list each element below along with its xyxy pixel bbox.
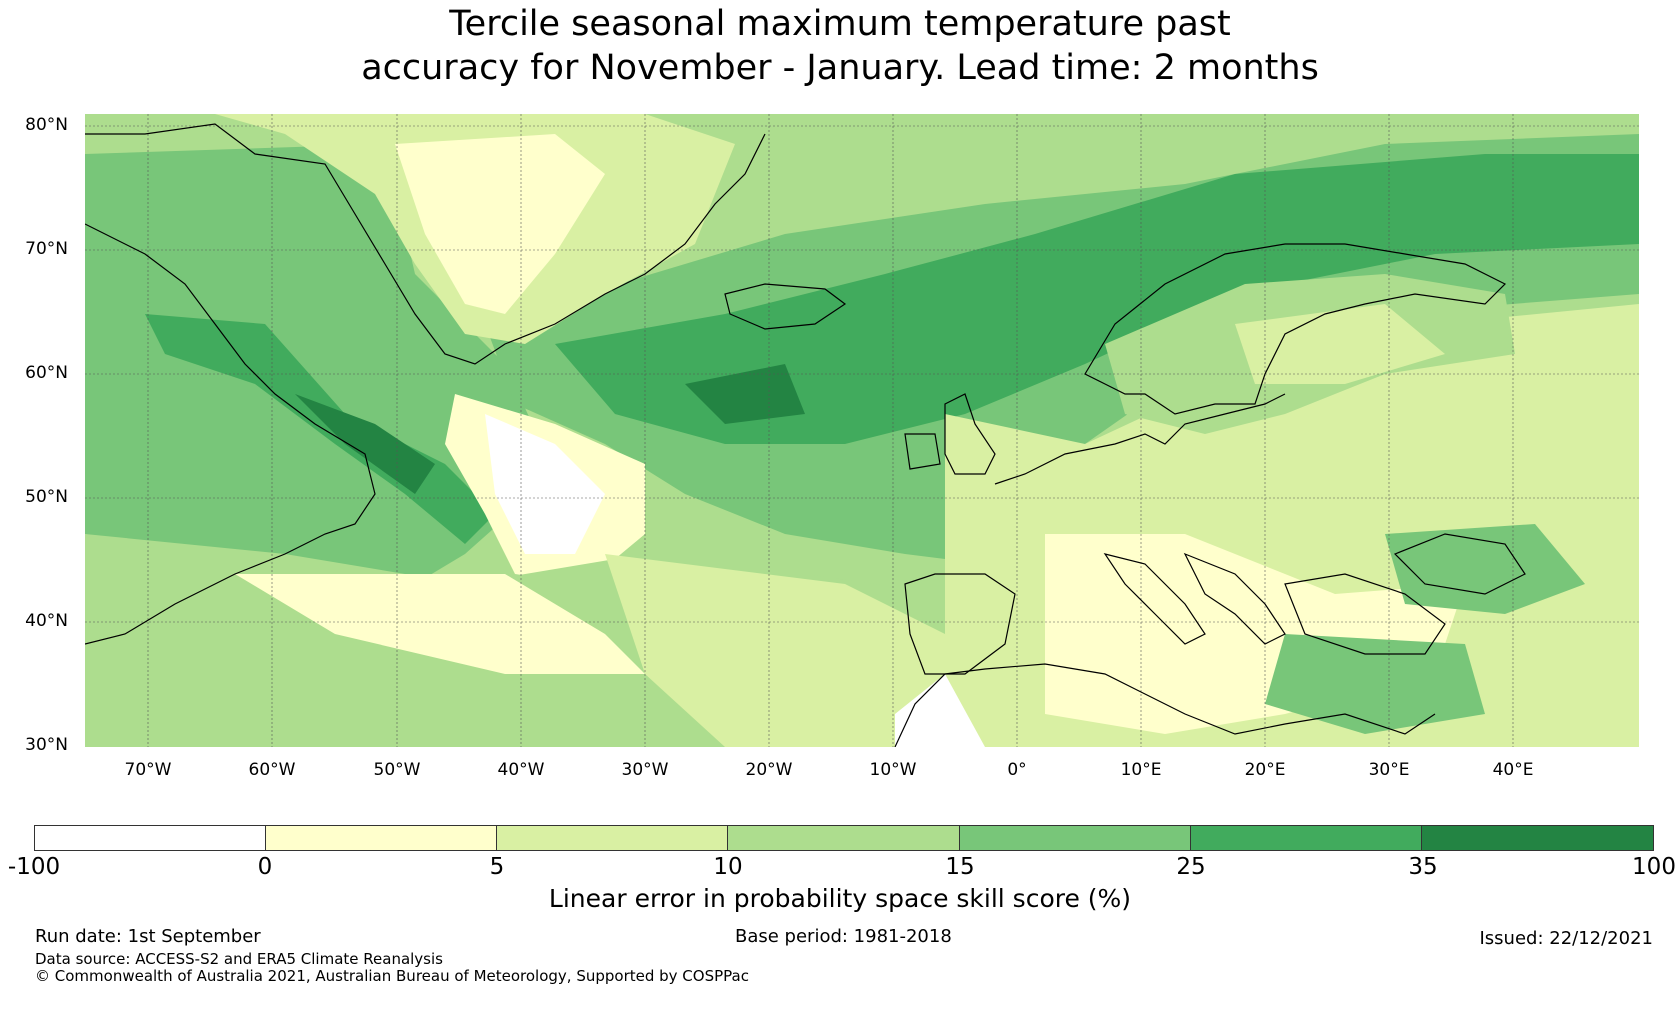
colorbar-tick: 25 — [1176, 854, 1206, 880]
lon-label-0: 0° — [1007, 760, 1027, 780]
coast-greenland — [85, 123, 766, 365]
copyright: © Commonwealth of Australia 2021, Austra… — [35, 967, 749, 985]
lon-label-30e: 30°E — [1368, 760, 1410, 780]
region-black-sea-green — [1385, 524, 1585, 614]
colorbar-tick: 5 — [489, 854, 505, 880]
lon-label-40w: 40°W — [497, 760, 545, 780]
colorbar — [34, 825, 1654, 851]
colorbar-tick: 15 — [945, 854, 975, 880]
map-title: Tercile seasonal maximum temperature pas… — [0, 2, 1680, 90]
data-source: Data source: ACCESS-S2 and ERA5 Climate … — [35, 950, 443, 968]
run-date: Run date: 1st September — [35, 926, 261, 947]
coast-scandinavia — [1084, 243, 1507, 415]
lon-label-50w: 50°W — [373, 760, 421, 780]
colorbar-tick: 0 — [257, 854, 273, 880]
region-north-atlantic-darkest — [685, 364, 805, 424]
coast-north-america — [85, 223, 376, 645]
lat-label-40n: 40°N — [25, 611, 68, 631]
region-labrador-darkest — [295, 394, 435, 494]
issued-date: Issued: 22/12/2021 — [1479, 928, 1653, 949]
colorbar-tick: 100 — [1632, 854, 1676, 880]
lon-label-10w: 10°W — [869, 760, 917, 780]
lon-label-30w: 30°W — [621, 760, 669, 780]
lon-label-70w: 70°W — [124, 760, 172, 780]
coast-italy — [1103, 553, 1206, 645]
base-period: Base period: 1981-2018 — [735, 926, 952, 947]
coast-iceland — [724, 283, 847, 330]
region-north-atlantic-dark — [555, 154, 1639, 444]
region-nw-africa-white — [895, 674, 985, 747]
lat-label-70n: 70°N — [25, 239, 68, 259]
coast-iberia — [904, 573, 1016, 675]
lon-label-40e: 40°E — [1492, 760, 1534, 780]
colorbar-segment — [497, 826, 729, 850]
colorbar-segment — [1190, 826, 1423, 850]
region-greenland-light — [395, 134, 605, 314]
region-subtropics-light — [235, 574, 645, 674]
lon-label-60w: 60°W — [248, 760, 296, 780]
coast-black-sea — [1393, 533, 1526, 595]
colorbar-segment — [1422, 826, 1654, 850]
title-line-2: accuracy for November - January. Lead ti… — [361, 48, 1319, 88]
coast-balkans — [1183, 552, 1286, 645]
colorbar-segment — [265, 826, 498, 850]
colorbar-tick: 10 — [713, 854, 743, 880]
lon-label-20e: 20°E — [1244, 760, 1286, 780]
lat-label-60n: 60°N — [25, 363, 68, 383]
lat-label-80n: 80°N — [25, 115, 68, 135]
region-scandinavia-pale — [1235, 304, 1445, 384]
colorbar-tick: 35 — [1408, 854, 1438, 880]
colorbar-label: Linear error in probability space skill … — [548, 884, 1132, 913]
region-subtropics-pale — [605, 554, 945, 747]
colorbar-tick: -100 — [7, 854, 61, 880]
coastlines — [85, 123, 1526, 747]
skill-field — [85, 114, 1639, 747]
coast-uk — [944, 393, 996, 475]
lat-label-30n: 30°N — [25, 735, 68, 755]
lat-label-50n: 50°N — [25, 487, 68, 507]
region-white-core — [485, 414, 605, 554]
colorbar-segment — [728, 826, 960, 850]
region-med-east — [1265, 634, 1485, 734]
coast-europe — [994, 393, 1286, 485]
lon-label-20w: 20°W — [745, 760, 793, 780]
colorbar-segment — [959, 826, 1191, 850]
colorbar-segment — [35, 826, 266, 850]
coast-ireland — [904, 433, 941, 470]
title-line-1: Tercile seasonal maximum temperature pas… — [449, 4, 1231, 44]
coast-turkey — [1284, 573, 1446, 655]
skill-map — [85, 114, 1639, 747]
coast-north-africa — [894, 663, 1436, 747]
graticule — [85, 114, 1639, 747]
lon-label-10e: 10°E — [1120, 760, 1162, 780]
